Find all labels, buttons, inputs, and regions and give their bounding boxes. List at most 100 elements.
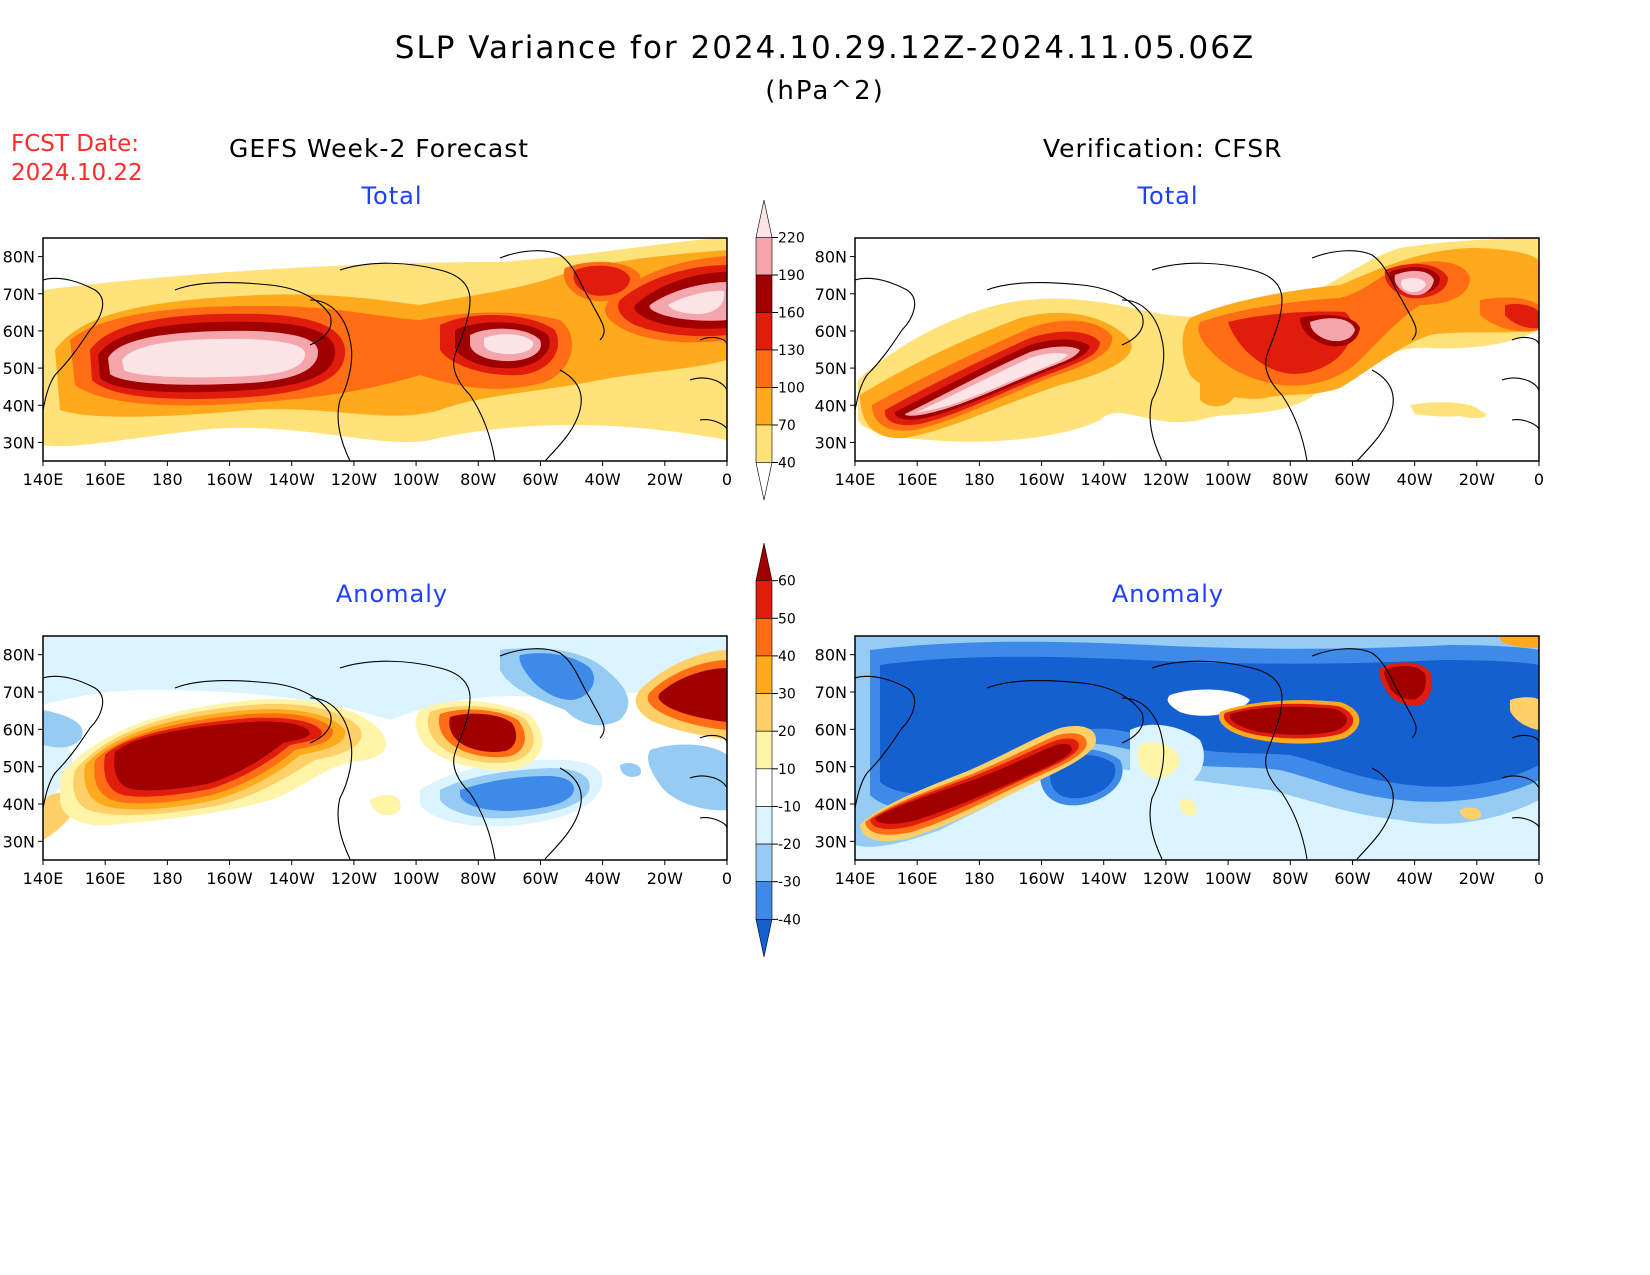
lon-tick-label: 140E bbox=[835, 869, 876, 888]
lat-tick-label: 60N bbox=[3, 720, 35, 739]
main-title: SLP Variance for 2024.10.29.12Z-2024.11.… bbox=[394, 30, 1256, 66]
gefs-anomaly-map bbox=[43, 636, 727, 860]
colorbar-label: 220 bbox=[778, 231, 805, 247]
lon-tick-label: 20W bbox=[1459, 470, 1495, 489]
colorbar-swatch bbox=[755, 806, 773, 845]
lon-tick-label: 180 bbox=[152, 470, 183, 489]
colorbar-label: -40 bbox=[778, 912, 801, 928]
colorbar-swatch bbox=[755, 312, 773, 351]
colorbar-label: 130 bbox=[778, 343, 805, 359]
colorbar-swatch bbox=[755, 349, 773, 388]
colorbar-label: -10 bbox=[778, 799, 801, 815]
lat-tick-label: 40N bbox=[3, 795, 35, 814]
lon-tick-label: 40W bbox=[1397, 470, 1433, 489]
colorbar-label: 70 bbox=[778, 418, 796, 434]
lat-tick-label: 80N bbox=[3, 248, 35, 267]
colorbar-label: 30 bbox=[778, 687, 796, 703]
lon-tick-label: 140W bbox=[1081, 470, 1128, 489]
lon-tick-label: 160W bbox=[206, 470, 253, 489]
lon-tick-label: 140E bbox=[835, 470, 876, 489]
lat-tick-label: 50N bbox=[3, 758, 35, 777]
cfsr-anomaly-map bbox=[855, 636, 1539, 860]
lon-tick-label: 100W bbox=[1205, 470, 1252, 489]
lon-tick-label: 160E bbox=[85, 869, 126, 888]
lat-tick-label: 50N bbox=[3, 359, 35, 378]
lon-tick-label: 20W bbox=[647, 470, 683, 489]
lon-tick-label: 60W bbox=[1334, 470, 1370, 489]
lon-tick-label: 140E bbox=[23, 470, 64, 489]
frame-gefs-total bbox=[42, 237, 728, 462]
colorbar-swatch bbox=[755, 617, 773, 657]
lon-tick-label: 60W bbox=[522, 869, 558, 888]
lon-tick-label: 160E bbox=[897, 869, 938, 888]
lon-tick-label: 80W bbox=[1272, 470, 1308, 489]
lon-tick-label: 160E bbox=[85, 470, 126, 489]
lat-tick-label: 30N bbox=[815, 832, 847, 851]
colorbar-swatch bbox=[755, 730, 773, 770]
colorbar-swatch bbox=[755, 881, 773, 920]
lon-tick-label: 140E bbox=[23, 869, 64, 888]
lon-tick-label: 180 bbox=[964, 869, 995, 888]
colorbar-swatch bbox=[755, 274, 773, 313]
colorbar-swatch bbox=[755, 462, 773, 501]
colorbar-label: 20 bbox=[778, 724, 796, 740]
colorbar-swatch bbox=[755, 843, 773, 883]
colorbar-swatch bbox=[755, 199, 773, 238]
lon-tick-label: 80W bbox=[460, 470, 496, 489]
fcst-date-value: 2024.10.22 bbox=[11, 160, 143, 186]
colorbar-label: 10 bbox=[778, 762, 796, 778]
colorbar-swatch bbox=[755, 768, 773, 807]
frame-gefs-anomaly bbox=[42, 635, 728, 861]
frame-cfsr-anomaly bbox=[854, 635, 1540, 861]
left-source-title: GEFS Week-2 Forecast bbox=[229, 134, 530, 163]
lat-tick-label: 70N bbox=[815, 285, 847, 304]
colorbar-label: 100 bbox=[778, 381, 805, 397]
colorbar-swatch bbox=[755, 655, 773, 694]
colorbars: 40 70 100 130 160 190 220 60 50 40 30 20 10 -10 -20 -30… bbox=[755, 199, 805, 958]
lon-tick-label: 80W bbox=[460, 869, 496, 888]
lat-tick-label: 30N bbox=[815, 433, 847, 452]
units-label: (hPa^2) bbox=[765, 76, 885, 106]
lon-tick-label: 100W bbox=[1205, 869, 1252, 888]
lat-tick-label: 60N bbox=[815, 322, 847, 341]
coastline-d bbox=[855, 648, 1539, 860]
lon-tick-label: 40W bbox=[1397, 869, 1433, 888]
lon-tick-label: 140W bbox=[1081, 869, 1128, 888]
panel-title-gefs-total: Total bbox=[361, 182, 423, 210]
panel-title-gefs-anomaly: Anomaly bbox=[335, 580, 449, 608]
lon-tick-label: 120W bbox=[1143, 470, 1190, 489]
colorbar-label: -30 bbox=[778, 875, 801, 891]
lat-tick-label: 60N bbox=[815, 720, 847, 739]
lat-tick-label: 80N bbox=[3, 646, 35, 665]
colorbar-label: 40 bbox=[778, 456, 796, 472]
colorbar-label: 40 bbox=[778, 649, 796, 665]
coastline-b bbox=[855, 250, 1539, 461]
lon-tick-label: 60W bbox=[522, 470, 558, 489]
lat-tick-label: 30N bbox=[3, 433, 35, 452]
coastlines bbox=[43, 250, 1539, 860]
gefs-anomaly-field bbox=[43, 636, 727, 860]
coastline-a bbox=[43, 250, 727, 461]
cfsr-total-map bbox=[855, 238, 1539, 461]
lon-tick-label: 20W bbox=[1459, 869, 1495, 888]
lat-tick-label: 30N bbox=[3, 832, 35, 851]
colorbar-swatch bbox=[755, 542, 773, 581]
lon-tick-label: 40W bbox=[585, 470, 621, 489]
colorbar-swatch bbox=[755, 424, 773, 463]
lon-tick-label: 160W bbox=[1018, 470, 1065, 489]
lon-tick-label: 120W bbox=[1143, 869, 1190, 888]
gefs-total-map bbox=[43, 238, 727, 461]
coastline-c bbox=[43, 648, 727, 860]
lat-tick-label: 50N bbox=[815, 359, 847, 378]
lat-tick-label: 60N bbox=[3, 322, 35, 341]
fcst-date-label: FCST Date: bbox=[11, 131, 139, 157]
colorbar-swatch bbox=[755, 919, 773, 958]
lon-tick-label: 20W bbox=[647, 869, 683, 888]
lon-tick-label: 180 bbox=[964, 470, 995, 489]
lon-tick-label: 120W bbox=[331, 869, 378, 888]
lat-tick-label: 70N bbox=[3, 285, 35, 304]
panel-title-cfsr-anomaly: Anomaly bbox=[1111, 580, 1225, 608]
lat-tick-label: 40N bbox=[815, 396, 847, 415]
axes-layer: 140E 160E 180 160W 140W 120W 100W 80W 60W 40W 20W 0… bbox=[3, 248, 1544, 888]
